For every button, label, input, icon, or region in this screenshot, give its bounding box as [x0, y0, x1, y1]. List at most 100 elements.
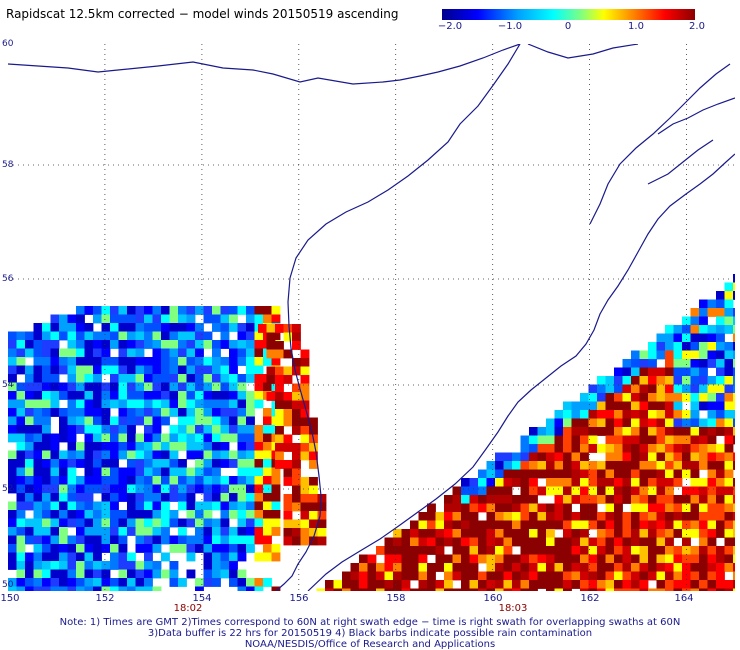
data-cell — [42, 552, 51, 562]
data-cell — [76, 331, 85, 341]
data-cell — [656, 495, 666, 504]
data-cell — [571, 401, 581, 411]
data-cell — [699, 478, 708, 487]
data-cell — [376, 546, 385, 555]
data-cell — [537, 546, 547, 555]
data-cell — [33, 527, 43, 536]
data-cell — [580, 546, 589, 555]
data-cell — [195, 510, 204, 519]
data-cell — [682, 384, 691, 394]
data-cell — [203, 518, 213, 528]
data-cell — [110, 493, 119, 502]
data-cell — [195, 476, 204, 485]
data-cell — [656, 461, 666, 470]
data-cell — [144, 510, 153, 519]
data-cell — [427, 503, 436, 513]
data-cell — [93, 306, 102, 315]
data-cell — [263, 484, 272, 494]
data-cell — [283, 519, 293, 529]
data-cell — [512, 580, 521, 589]
data-cell — [367, 580, 377, 589]
data-cell — [580, 529, 589, 538]
data-cell — [101, 561, 111, 570]
data-cell — [237, 459, 247, 468]
data-cell — [639, 529, 649, 538]
data-cell — [580, 512, 589, 521]
data-cell — [144, 433, 153, 443]
data-cell — [161, 450, 170, 460]
data-cell — [127, 416, 136, 426]
data-cell — [144, 527, 153, 536]
data-cell — [333, 580, 343, 589]
data-cell — [716, 563, 725, 572]
data-cell — [580, 461, 589, 470]
data-cell — [682, 393, 691, 402]
data-cell — [554, 520, 564, 530]
data-cell — [292, 528, 301, 537]
data-cell — [520, 529, 530, 538]
data-cell — [444, 495, 453, 504]
data-cell — [203, 382, 213, 392]
data-cell — [300, 349, 310, 359]
data-cell — [707, 580, 717, 589]
data-cell — [76, 425, 85, 434]
data-cell — [84, 331, 94, 341]
data-cell — [76, 518, 85, 528]
data-cell — [733, 282, 735, 292]
data-cell — [161, 484, 170, 494]
data-cell — [25, 340, 34, 349]
lat-label-54: 54 — [2, 380, 14, 390]
data-cell — [110, 518, 119, 528]
data-cell — [554, 469, 564, 479]
data-cell — [169, 391, 179, 400]
data-cell — [178, 476, 187, 485]
data-cell — [469, 512, 479, 521]
data-cell — [127, 459, 136, 468]
data-cell — [597, 537, 606, 547]
data-cell — [33, 433, 43, 443]
colorbar-label-pos1: 1.0 — [628, 21, 644, 32]
data-cell — [76, 535, 85, 545]
data-cell — [135, 544, 145, 553]
data-cell — [724, 529, 734, 538]
data-cell — [563, 495, 572, 504]
data-cell — [614, 393, 623, 402]
data-cell — [716, 308, 725, 317]
data-cell — [127, 357, 136, 366]
data-cell — [144, 493, 153, 502]
data-cell — [212, 493, 221, 502]
data-cell — [144, 586, 153, 591]
data-cell — [631, 486, 640, 496]
data-cell — [733, 316, 735, 326]
data-cell — [554, 461, 564, 470]
data-cell — [520, 444, 530, 453]
data-cell — [266, 366, 276, 376]
data-cell — [212, 484, 221, 494]
data-cell — [529, 469, 538, 479]
data-cell — [461, 588, 470, 591]
data-cell — [495, 546, 504, 555]
data-cell — [673, 410, 683, 419]
data-cell — [495, 503, 504, 513]
data-cell — [16, 348, 26, 358]
data-cell — [101, 510, 111, 519]
data-cell — [292, 451, 301, 461]
data-cell — [529, 444, 538, 453]
data-cell — [690, 308, 700, 317]
data-cell — [203, 374, 213, 383]
data-cell — [656, 571, 666, 581]
data-cell — [135, 569, 145, 579]
data-cell — [212, 357, 221, 366]
data-cell — [716, 316, 725, 326]
data-cell — [283, 443, 293, 452]
data-cell — [237, 306, 247, 315]
data-cell — [229, 323, 238, 332]
data-cell — [673, 546, 683, 555]
data-cell — [161, 569, 170, 579]
data-cell — [33, 425, 43, 434]
map-title: Rapidscat 12.5km corrected − model winds… — [6, 7, 399, 21]
data-cell — [292, 519, 301, 529]
data-cell — [716, 529, 725, 538]
data-cell — [135, 450, 145, 460]
data-cell — [59, 416, 68, 426]
